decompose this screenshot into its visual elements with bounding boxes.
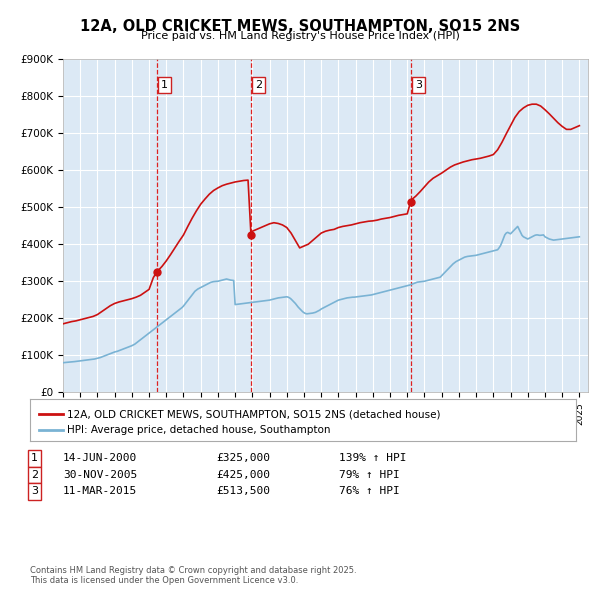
Text: 12A, OLD CRICKET MEWS, SOUTHAMPTON, SO15 2NS (detached house): 12A, OLD CRICKET MEWS, SOUTHAMPTON, SO15… bbox=[67, 409, 440, 419]
Text: £513,500: £513,500 bbox=[216, 487, 270, 496]
Text: 79% ↑ HPI: 79% ↑ HPI bbox=[339, 470, 400, 480]
Text: 139% ↑ HPI: 139% ↑ HPI bbox=[339, 454, 407, 463]
Text: 30-NOV-2005: 30-NOV-2005 bbox=[63, 470, 137, 480]
Text: 1: 1 bbox=[161, 80, 168, 90]
Text: 2: 2 bbox=[255, 80, 262, 90]
Text: Price paid vs. HM Land Registry's House Price Index (HPI): Price paid vs. HM Land Registry's House … bbox=[140, 31, 460, 41]
Text: 14-JUN-2000: 14-JUN-2000 bbox=[63, 454, 137, 463]
Text: 2: 2 bbox=[31, 470, 38, 480]
Text: 1: 1 bbox=[31, 454, 38, 463]
Text: 3: 3 bbox=[415, 80, 422, 90]
Text: 3: 3 bbox=[31, 487, 38, 496]
Text: 11-MAR-2015: 11-MAR-2015 bbox=[63, 487, 137, 496]
Text: HPI: Average price, detached house, Southampton: HPI: Average price, detached house, Sout… bbox=[67, 425, 331, 435]
Text: 76% ↑ HPI: 76% ↑ HPI bbox=[339, 487, 400, 496]
Text: 12A, OLD CRICKET MEWS, SOUTHAMPTON, SO15 2NS: 12A, OLD CRICKET MEWS, SOUTHAMPTON, SO15… bbox=[80, 19, 520, 34]
Text: £425,000: £425,000 bbox=[216, 470, 270, 480]
Text: £325,000: £325,000 bbox=[216, 454, 270, 463]
Text: Contains HM Land Registry data © Crown copyright and database right 2025.
This d: Contains HM Land Registry data © Crown c… bbox=[30, 566, 356, 585]
